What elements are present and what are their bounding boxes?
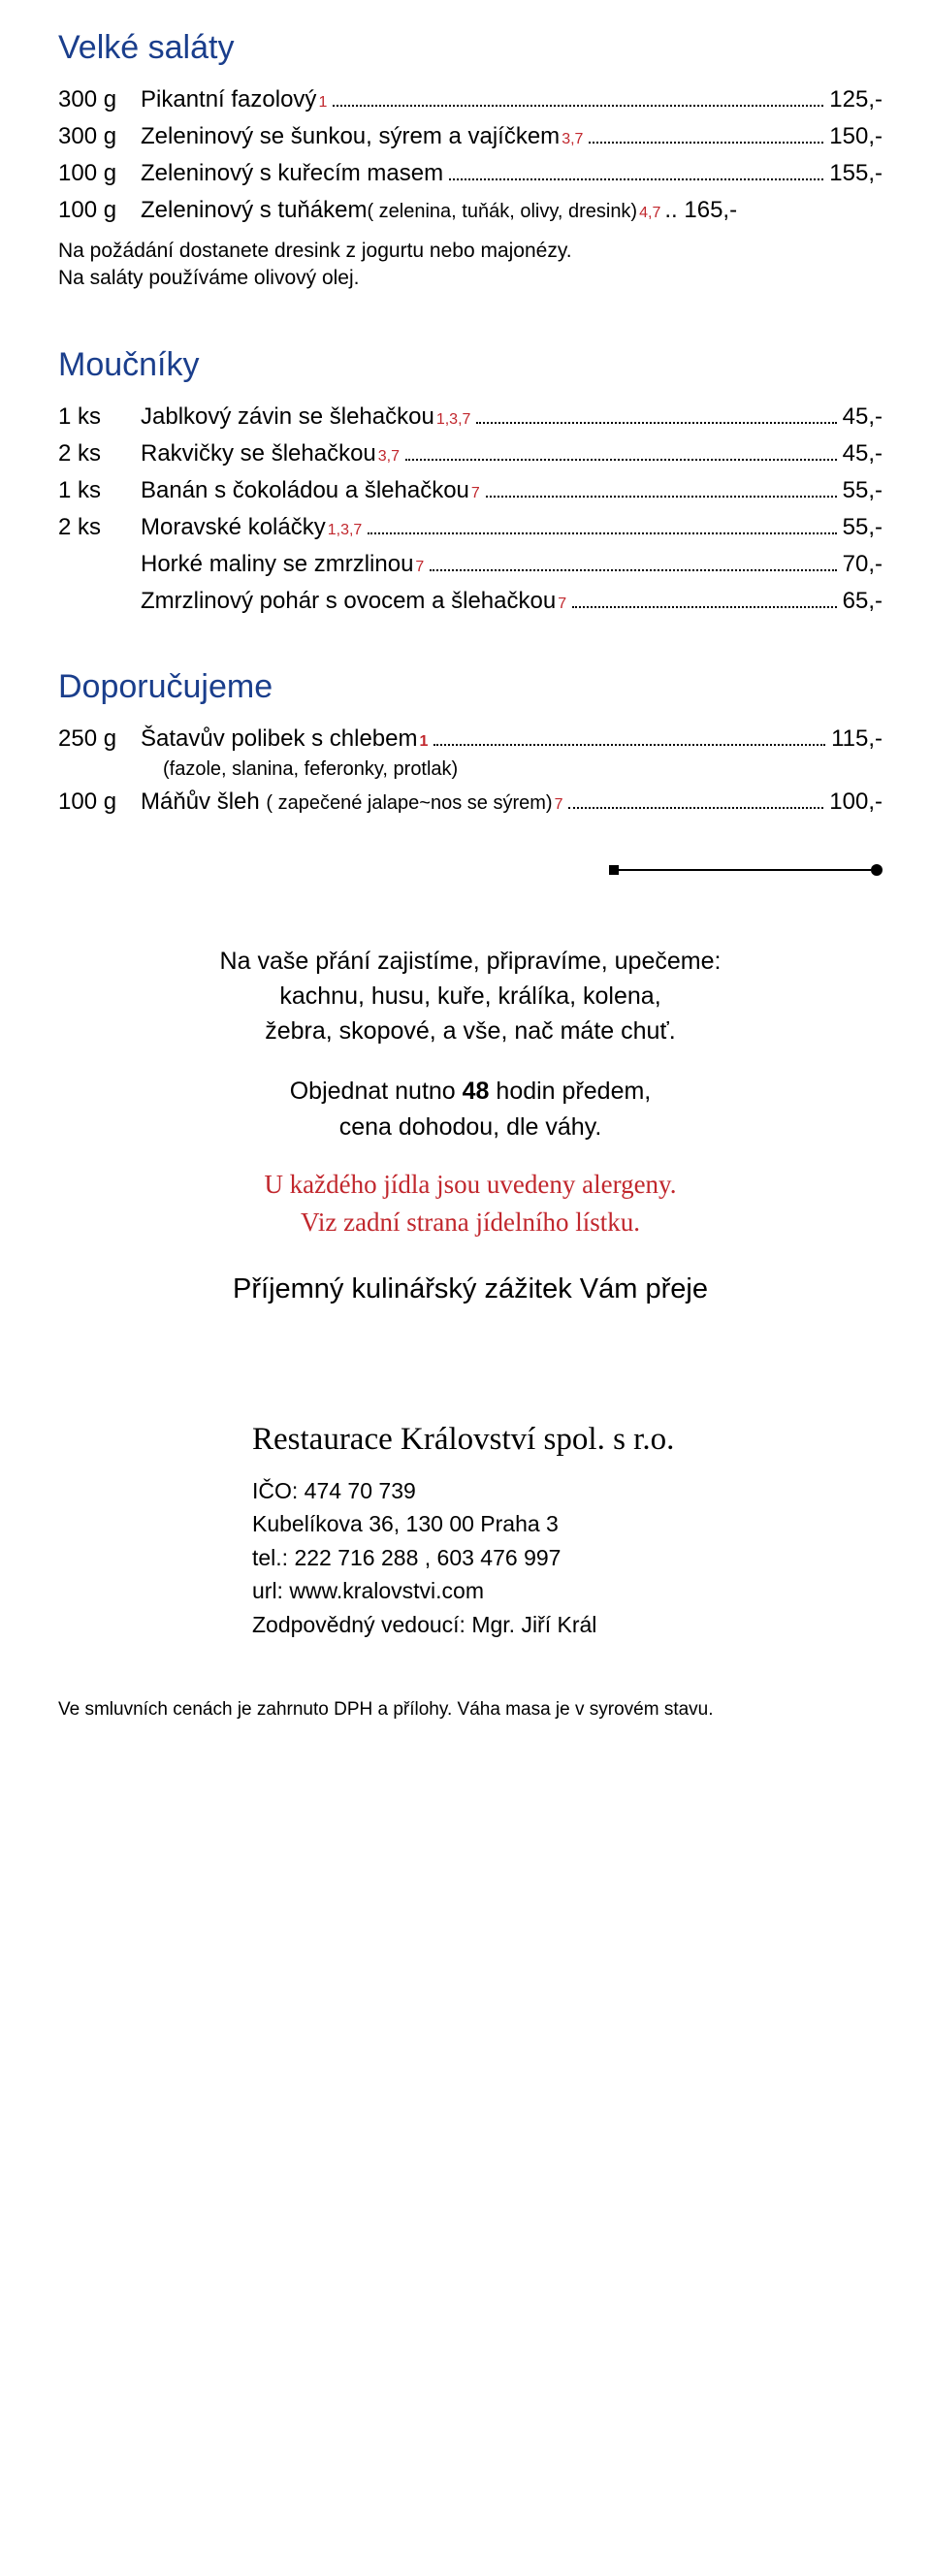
item-qty: 300 g: [58, 123, 141, 150]
leader-dots: [430, 569, 836, 571]
leader-dots: [486, 496, 837, 498]
item-name: Moravské koláčky: [141, 514, 326, 541]
tel-line: tel.: 222 716 288 , 603 476 997: [252, 1541, 883, 1575]
item-qty: 100 g: [58, 789, 141, 816]
menu-row: 1 ks Banán s čokoládou a šlehačkou 7 55,…: [58, 477, 883, 504]
recommend-title: Doporučujeme: [58, 668, 883, 706]
allergen-marker: 4,7: [639, 205, 660, 222]
leader-dots: [333, 105, 823, 107]
menu-row: 100 g Máňův šleh ( zapečené jalape~nos s…: [58, 789, 883, 816]
item-qty: 1 ks: [58, 477, 141, 504]
allergen-marker: 7: [415, 559, 424, 576]
leader-dots: [572, 606, 837, 608]
allergen-marker: 1: [318, 94, 327, 112]
leader-dots: [449, 178, 823, 180]
note-line: Na saláty používáme olivový olej.: [58, 265, 883, 292]
item-price: 45,-: [843, 403, 883, 431]
allergen-marker: 1: [420, 733, 429, 751]
item-ingredients: (fazole, slanina, feferonky, protlak): [163, 758, 883, 781]
allergen-notice: U každého jídla jsou uvedeny alergeny.: [58, 1166, 883, 1204]
disclaimer: Ve smluvních cenách je zahrnuto DPH a př…: [58, 1699, 883, 1721]
menu-row: Horké maliny se zmrzlinou 7 70,-: [58, 551, 883, 578]
line-icon: [619, 869, 871, 871]
order-line: cena dohodou, dle váhy.: [58, 1110, 883, 1144]
item-price: 115,-: [831, 725, 883, 753]
info-line: Na vaše přání zajistíme, připravíme, upe…: [58, 944, 883, 979]
menu-row: 250 g Šatavův polibek s chlebem 1 115,-: [58, 725, 883, 753]
item-qty: 2 ks: [58, 440, 141, 467]
item-paren: ( zelenina, tuňák, olivy, dresink): [367, 201, 637, 222]
item-name: Banán s čokoládou a šlehačkou: [141, 477, 469, 504]
restaurant-name: Restaurace Království spol. s r.o.: [252, 1416, 883, 1465]
item-name: Zeleninový s kuřecím masem: [141, 160, 443, 187]
decorative-rule: [58, 864, 883, 876]
order-line: Objednat nutno 48 hodin předem,: [58, 1074, 883, 1109]
info-line: žebra, skopové, a vše, nač máte chuť.: [58, 1014, 883, 1048]
leader-dots: [476, 422, 836, 424]
item-qty: 1 ks: [58, 403, 141, 431]
desserts-title: Moučníky: [58, 346, 883, 384]
leader-dots: [589, 142, 823, 144]
menu-row: 100 g Zeleninový s tuňákem( zelenina, tu…: [58, 197, 883, 224]
menu-row: Zmrzlinový pohár s ovocem a šlehačkou 7 …: [58, 588, 883, 615]
square-icon: [609, 865, 619, 875]
item-price: 150,-: [829, 123, 883, 150]
item-qty: 300 g: [58, 86, 141, 113]
url-line: url: www.kralovstvi.com: [252, 1574, 883, 1608]
menu-row: 2 ks Moravské koláčky 1,3,7 55,-: [58, 514, 883, 541]
allergen-marker: 1,3,7: [328, 522, 363, 539]
circle-icon: [871, 864, 883, 876]
salads-title: Velké saláty: [58, 29, 883, 67]
item-name: Jablkový závin se šlehačkou: [141, 403, 434, 431]
footer-block: Restaurace Království spol. s r.o. IČO: …: [252, 1416, 883, 1641]
leader-dots: [433, 744, 825, 746]
item-name: Zmrzlinový pohár s ovocem a šlehačkou: [141, 588, 556, 615]
allergen-marker: 7: [555, 796, 563, 814]
item-price: 55,-: [843, 514, 883, 541]
menu-row: 1 ks Jablkový závin se šlehačkou 1,3,7 4…: [58, 403, 883, 431]
item-name: Horké maliny se zmrzlinou: [141, 551, 413, 578]
allergen-marker: 7: [471, 485, 480, 502]
address-line: Kubelíkova 36, 130 00 Praha 3: [252, 1507, 883, 1541]
info-block: Na vaše přání zajistíme, připravíme, upe…: [58, 944, 883, 1310]
item-price: 100,-: [829, 789, 883, 816]
salad-notes: Na požádání dostanete dresink z jogurtu …: [58, 238, 883, 293]
allergen-marker: 1,3,7: [436, 411, 471, 429]
item-qty: 250 g: [58, 725, 141, 753]
leader-dots: [368, 532, 836, 534]
info-line: kachnu, husu, kuře, králíka, kolena,: [58, 979, 883, 1014]
menu-row: 100 g Zeleninový s kuřecím masem 155,-: [58, 160, 883, 187]
item-price: 155,-: [829, 160, 883, 187]
item-paren: ( zapečené jalape~nos se sýrem): [266, 792, 552, 814]
menu-row: 2 ks Rakvičky se šlehačkou 3,7 45,-: [58, 440, 883, 467]
manager-line: Zodpovědný vedoucí: Mgr. Jiří Král: [252, 1608, 883, 1642]
item-name: Zeleninový s tuňákem( zelenina, tuňák, o…: [141, 197, 637, 224]
leader-dots: [405, 459, 837, 461]
leader-dots: [568, 807, 823, 809]
note-line: Na požádání dostanete dresink z jogurtu …: [58, 238, 883, 265]
allergen-marker: 3,7: [378, 448, 400, 466]
allergen-marker: 7: [558, 596, 566, 613]
item-qty: 100 g: [58, 197, 141, 224]
item-name: Rakvičky se šlehačkou: [141, 440, 376, 467]
item-qty: 2 ks: [58, 514, 141, 541]
item-price: 45,-: [843, 440, 883, 467]
allergen-notice: Viz zadní strana jídelního lístku.: [58, 1204, 883, 1241]
item-qty: 100 g: [58, 160, 141, 187]
item-price: .. 165,-: [664, 197, 737, 224]
ico-line: IČO: 474 70 739: [252, 1474, 883, 1508]
allergen-marker: 3,7: [562, 131, 583, 148]
item-price: 70,-: [843, 551, 883, 578]
menu-row: 300 g Pikantní fazolový 1 125,-: [58, 86, 883, 113]
item-price: 55,-: [843, 477, 883, 504]
item-name: Máňův šleh ( zapečené jalape~nos se sýre…: [141, 789, 553, 816]
item-price: 65,-: [843, 588, 883, 615]
wish-line: Příjemný kulinářský zážitek Vám přeje: [58, 1269, 883, 1309]
item-price: 125,-: [829, 86, 883, 113]
item-name: Pikantní fazolový: [141, 86, 316, 113]
item-name: Zeleninový se šunkou, sýrem a vajíčkem: [141, 123, 560, 150]
menu-row: 300 g Zeleninový se šunkou, sýrem a vají…: [58, 123, 883, 150]
item-name: Šatavův polibek s chlebem: [141, 725, 418, 753]
